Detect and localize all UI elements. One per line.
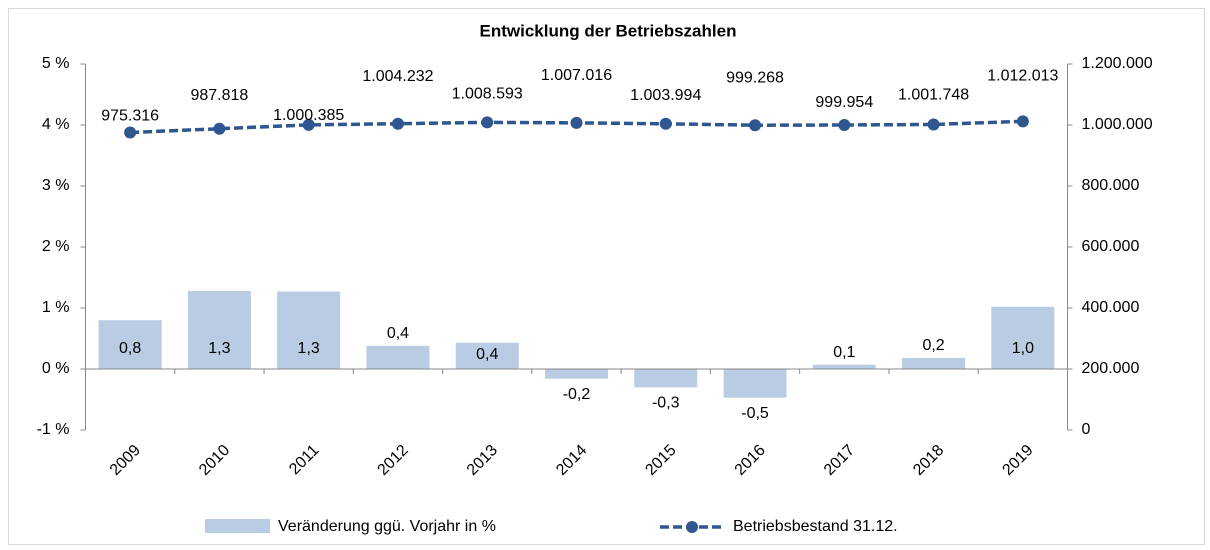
line-value-label: 1.000.385 <box>273 107 344 124</box>
bar-value-label: 1,3 <box>208 340 230 357</box>
line-value-label: 1.001.748 <box>898 87 969 104</box>
y-tick-label: 1 % <box>42 299 70 316</box>
y2-tick-label: 0 <box>1082 421 1091 438</box>
line-point <box>1016 115 1029 128</box>
bar-value-label: 0,4 <box>387 325 409 342</box>
bar <box>98 320 162 369</box>
line-value-label: 975.316 <box>101 108 159 125</box>
bar-value-label: 0,4 <box>476 346 498 363</box>
bar <box>812 364 876 369</box>
line-value-label: 999.268 <box>726 69 784 86</box>
bar-value-label: 0,1 <box>833 344 855 361</box>
bar <box>366 345 430 369</box>
bar <box>277 291 341 369</box>
legend-swatch <box>205 519 270 533</box>
line-point <box>481 116 494 129</box>
bar-value-label: -0,5 <box>741 405 769 422</box>
y2-tick-label: 600.000 <box>1082 238 1140 255</box>
line-point <box>838 119 851 132</box>
chart-border <box>8 8 1205 545</box>
bar <box>902 358 966 369</box>
line-point <box>391 117 404 130</box>
bar-value-label: 0,8 <box>119 340 141 357</box>
bar <box>455 342 519 369</box>
legend-label: Betriebsbestand 31.12. <box>733 518 898 535</box>
line-point <box>302 118 315 131</box>
bar-value-label: 1,0 <box>1012 340 1034 357</box>
y-tick-label: 4 % <box>42 116 70 133</box>
bar <box>187 290 251 369</box>
legend-swatch-point <box>686 521 698 533</box>
y-tick-label: 5 % <box>42 55 70 72</box>
y2-tick-label: 1.000.000 <box>1082 116 1153 133</box>
line-point <box>927 118 940 131</box>
bar <box>634 369 698 388</box>
line-value-label: 1.003.994 <box>630 87 701 104</box>
y-tick-label: 2 % <box>42 238 70 255</box>
y2-tick-label: 1.200.000 <box>1082 55 1153 72</box>
line-value-label: 1.012.013 <box>987 68 1058 85</box>
chart-title: Entwicklung der Betriebszahlen <box>480 21 737 40</box>
bar <box>723 369 787 398</box>
bar <box>991 306 1055 369</box>
y2-tick-label: 200.000 <box>1082 360 1140 377</box>
line-value-label: 987.818 <box>190 87 248 104</box>
line-value-label: 999.954 <box>815 94 873 111</box>
y-tick-label: 0 % <box>42 360 70 377</box>
bar-value-label: 0,2 <box>922 337 944 354</box>
y2-tick-label: 400.000 <box>1082 299 1140 316</box>
line-point <box>659 117 672 130</box>
line-value-label: 1.008.593 <box>452 86 523 103</box>
line-point <box>124 126 137 139</box>
bar-value-label: 1,3 <box>298 340 320 357</box>
line-value-label: 1.007.016 <box>541 67 612 84</box>
bar <box>545 369 608 379</box>
line-value-label: 1.004.232 <box>362 68 433 85</box>
line-point <box>570 116 583 129</box>
y-tick-label: -1 % <box>37 421 70 438</box>
y2-tick-label: 800.000 <box>1082 177 1140 194</box>
bar-value-label: -0,3 <box>652 395 680 412</box>
legend-label: Veränderung ggü. Vorjahr in % <box>278 518 496 535</box>
line-point <box>213 122 226 135</box>
y-tick-label: 3 % <box>42 177 70 194</box>
line-point <box>749 119 762 132</box>
bar-value-label: -0,2 <box>563 386 591 403</box>
